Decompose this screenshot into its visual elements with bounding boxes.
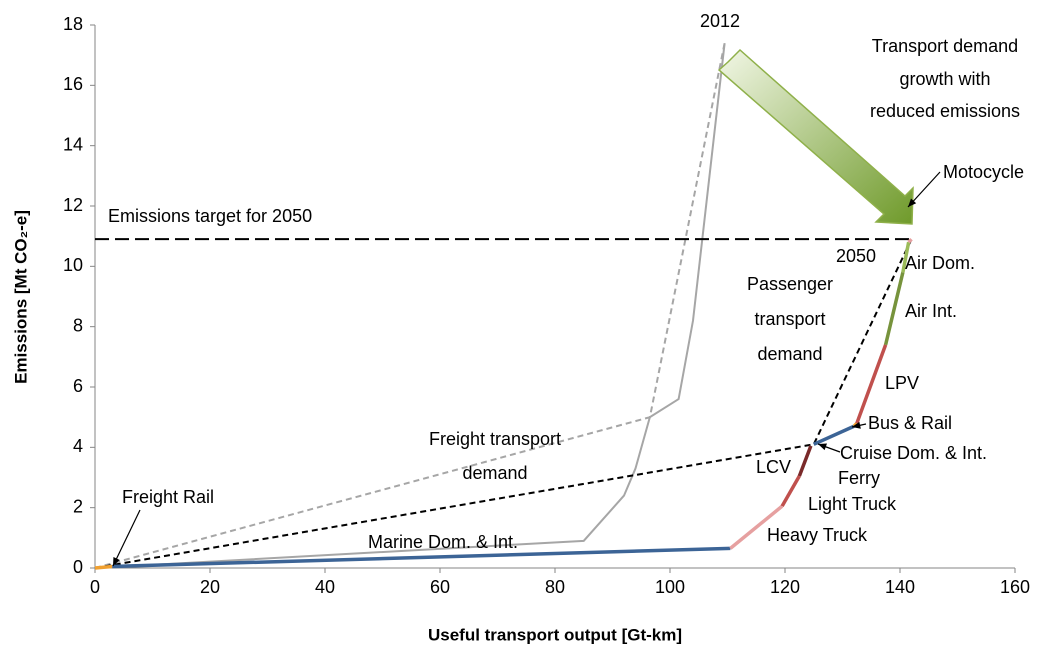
y-tick-label: 8 [73, 315, 83, 335]
annotation: Freight transport [429, 429, 561, 449]
series-line [94, 42, 726, 569]
annotation: Marine Dom. & Int. [368, 532, 518, 552]
annotation: Heavy Truck [767, 525, 868, 545]
annotation: LPV [885, 373, 919, 393]
series-line [813, 424, 855, 446]
y-axis-title: Emissions [Mt CO₂-e] [11, 210, 30, 384]
x-tick-label: 40 [315, 577, 335, 597]
annotation: Light Truck [808, 494, 897, 514]
y-tick-label: 2 [73, 496, 83, 516]
y-tick-label: 4 [73, 436, 83, 456]
series-line [797, 445, 813, 477]
series-line [94, 42, 726, 569]
annotation: Air Dom. [905, 253, 975, 273]
annotation: 2012 [700, 11, 740, 31]
annotation: Cruise Dom. & Int. [840, 443, 987, 463]
series-line [855, 344, 888, 424]
series-line [112, 546, 731, 569]
y-tick-label: 0 [73, 557, 83, 577]
annotation: demand [757, 344, 822, 364]
x-tick-label: 0 [90, 577, 100, 597]
x-tick-label: 60 [430, 577, 450, 597]
series-line [780, 475, 801, 508]
growth-arrow [717, 48, 914, 225]
series-line [907, 237, 913, 244]
annotation: Emissions target for 2050 [108, 206, 312, 226]
annotation: Freight Rail [122, 487, 214, 507]
series-line [94, 564, 113, 570]
pointer-head [908, 198, 917, 207]
y-tick-label: 6 [73, 376, 83, 396]
series-line [883, 271, 905, 346]
annotation: transport [754, 309, 825, 329]
y-tick-label: 14 [63, 134, 83, 154]
pointer-head [818, 443, 827, 451]
y-tick-label: 12 [63, 195, 83, 215]
x-tick-label: 100 [655, 577, 685, 597]
x-tick-label: 120 [770, 577, 800, 597]
x-tick-label: 140 [885, 577, 915, 597]
y-tick-label: 16 [63, 74, 83, 94]
series-line [94, 238, 913, 569]
x-tick-label: 160 [1000, 577, 1030, 597]
annotation: Motocycle [943, 162, 1024, 182]
annotation: 2050 [836, 246, 876, 266]
plot-area: 0 2 4 6 8 10 12 14 16 18 0 20 40 60 80 100 120 140 160 [63, 14, 1030, 597]
annotation: demand [462, 463, 527, 483]
annotation: Ferry [838, 468, 880, 488]
x-axis-title: Useful transport output [Gt-km] [428, 625, 682, 644]
pointer-head [113, 557, 120, 566]
x-tick-label: 80 [545, 577, 565, 597]
annotation: Passenger [747, 274, 833, 294]
annotation: LCV [756, 457, 791, 477]
pointer-head [852, 421, 861, 429]
y-tick-label: 10 [63, 255, 83, 275]
annotation: Air Int. [905, 301, 957, 321]
pointer [112, 509, 141, 567]
series-line [729, 504, 784, 550]
series-line [901, 241, 911, 273]
annotation: reduced emissions [870, 101, 1020, 121]
annotation: growth with [899, 69, 990, 89]
annotation: Transport demand [872, 36, 1018, 56]
y-tick-label: 18 [63, 14, 83, 34]
annotation: Bus & Rail [868, 413, 952, 433]
x-tick-label: 20 [200, 577, 220, 597]
